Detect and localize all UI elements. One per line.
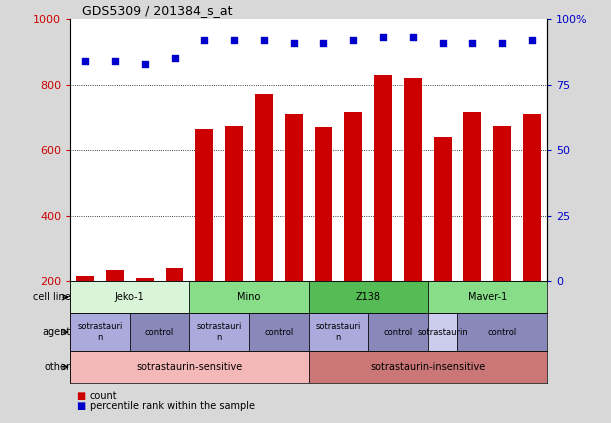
Point — [467, 39, 477, 46]
Text: Z138: Z138 — [356, 292, 381, 302]
Bar — [309, 351, 547, 383]
Bar — [428, 281, 547, 313]
Text: count: count — [90, 390, 117, 401]
Text: cell line: cell line — [32, 292, 70, 302]
Bar — [345, 113, 362, 281]
Bar — [70, 313, 130, 351]
Text: Maver-1: Maver-1 — [467, 292, 507, 302]
Bar — [434, 137, 452, 281]
Point — [289, 39, 299, 46]
Bar — [106, 270, 124, 281]
Text: sotrastaurin-insensitive: sotrastaurin-insensitive — [370, 362, 485, 372]
Point — [140, 60, 150, 67]
Point — [437, 39, 447, 46]
Bar — [249, 313, 309, 351]
Text: Jeko-1: Jeko-1 — [115, 292, 145, 302]
Bar — [76, 276, 94, 281]
Bar — [136, 278, 154, 281]
Point — [378, 34, 388, 41]
Text: sotrastaurin-sensitive: sotrastaurin-sensitive — [136, 362, 243, 372]
Bar — [189, 313, 249, 351]
Point — [170, 55, 180, 62]
Bar — [315, 127, 332, 281]
Point — [497, 39, 507, 46]
Bar — [458, 313, 547, 351]
Text: ■: ■ — [76, 390, 86, 401]
Bar — [255, 94, 273, 281]
Point — [229, 37, 239, 44]
Text: percentile rank within the sample: percentile rank within the sample — [90, 401, 255, 411]
Bar — [285, 114, 302, 281]
Bar — [428, 313, 458, 351]
Bar — [225, 126, 243, 281]
Text: sotrastaurin: sotrastaurin — [417, 327, 468, 337]
Bar — [463, 113, 481, 281]
Text: control: control — [145, 327, 174, 337]
Point — [110, 58, 120, 64]
Text: ■: ■ — [76, 401, 86, 411]
Text: control: control — [488, 327, 517, 337]
Bar — [189, 281, 309, 313]
Bar — [404, 78, 422, 281]
Bar — [70, 281, 189, 313]
Text: control: control — [264, 327, 293, 337]
Text: GDS5309 / 201384_s_at: GDS5309 / 201384_s_at — [82, 4, 233, 17]
Point — [527, 37, 537, 44]
Text: sotrastauri
n: sotrastauri n — [78, 322, 123, 342]
Point — [80, 58, 90, 64]
Point — [259, 37, 269, 44]
Text: other: other — [44, 362, 70, 372]
Bar — [130, 313, 189, 351]
Bar — [493, 126, 511, 281]
Point — [318, 39, 328, 46]
Bar — [523, 114, 541, 281]
Bar — [374, 75, 392, 281]
Point — [348, 37, 358, 44]
Bar — [368, 313, 428, 351]
Text: sotrastauri
n: sotrastauri n — [316, 322, 361, 342]
Bar — [196, 129, 213, 281]
Point — [408, 34, 418, 41]
Text: sotrastauri
n: sotrastauri n — [197, 322, 242, 342]
Bar — [70, 351, 309, 383]
Bar — [309, 313, 368, 351]
Point — [199, 37, 209, 44]
Text: control: control — [383, 327, 412, 337]
Text: agent: agent — [42, 327, 70, 337]
Bar — [309, 281, 428, 313]
Bar — [166, 268, 183, 281]
Text: Mino: Mino — [237, 292, 261, 302]
